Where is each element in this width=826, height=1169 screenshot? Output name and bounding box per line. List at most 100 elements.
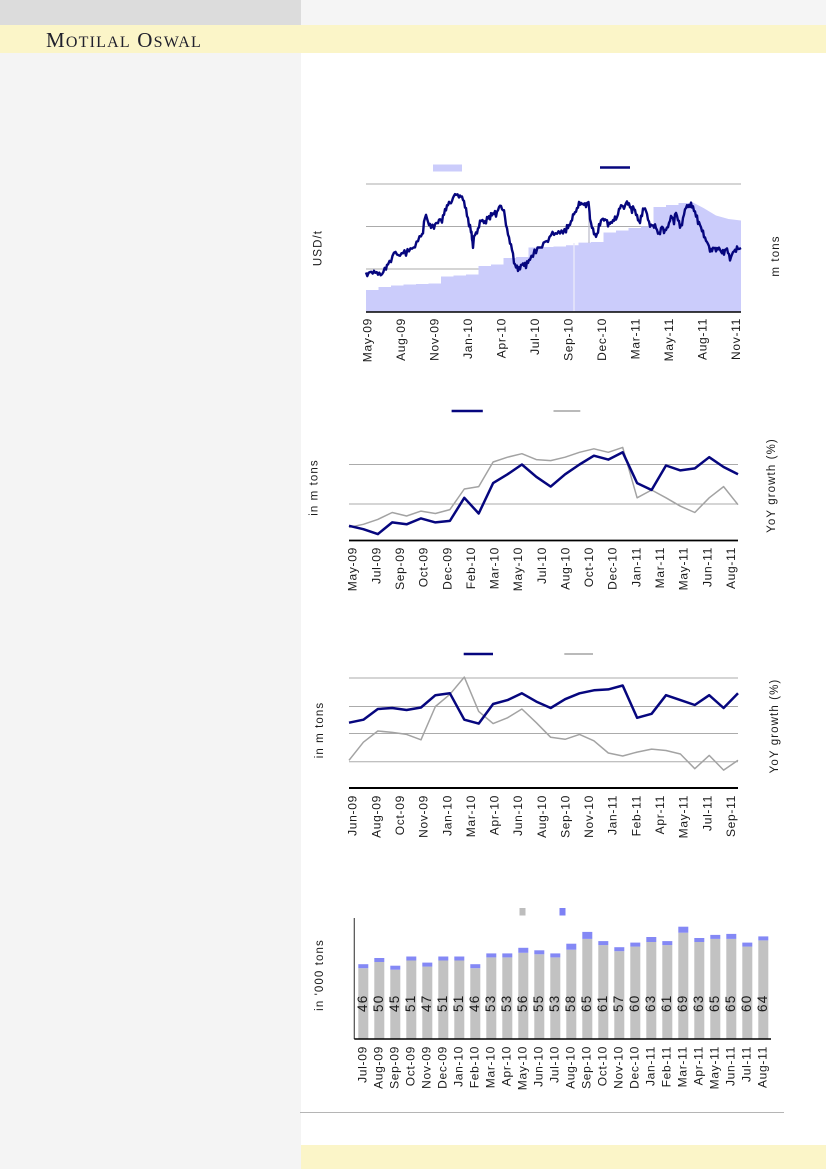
svg-text:53: 53: [483, 995, 498, 1012]
svg-text:Mar-11: Mar-11: [675, 1046, 689, 1087]
svg-text:Aug-11: Aug-11: [696, 318, 710, 360]
svg-text:Jul-10: Jul-10: [528, 318, 542, 355]
svg-text:Jan-10: Jan-10: [440, 795, 454, 836]
svg-text:Oct-10: Oct-10: [595, 1046, 609, 1086]
svg-text:Jul-09: Jul-09: [369, 547, 383, 584]
svg-text:50: 50: [371, 995, 386, 1012]
svg-text:Feb-11: Feb-11: [629, 795, 643, 836]
svg-text:55: 55: [531, 995, 546, 1012]
svg-text:53: 53: [547, 995, 562, 1012]
svg-text:Aug-10: Aug-10: [563, 1046, 577, 1089]
svg-text:63: 63: [643, 995, 658, 1012]
svg-text:Aug-10: Aug-10: [558, 547, 572, 590]
svg-text:Nov-11: Nov-11: [729, 318, 743, 360]
svg-text:Aug-11: Aug-11: [755, 1046, 769, 1088]
svg-text:51: 51: [435, 995, 450, 1012]
svg-text:Nov-09: Nov-09: [428, 318, 442, 361]
svg-text:65: 65: [723, 995, 738, 1012]
svg-text:Dec-10: Dec-10: [627, 1046, 641, 1089]
svg-text:53: 53: [499, 995, 514, 1012]
svg-text:May-10: May-10: [515, 1046, 529, 1090]
svg-text:60: 60: [627, 995, 642, 1012]
svg-text:Nov-09: Nov-09: [419, 1046, 433, 1089]
svg-text:in m tons: in m tons: [314, 702, 326, 759]
svg-text:Feb-10: Feb-10: [467, 1046, 481, 1088]
svg-text:Jun-09: Jun-09: [346, 795, 360, 836]
svg-text:Nov-10: Nov-10: [611, 1046, 625, 1089]
svg-text:Jul-09: Jul-09: [355, 1046, 369, 1083]
svg-text:Oct-10: Oct-10: [582, 547, 596, 587]
svg-text:m tons: m tons: [770, 235, 782, 276]
svg-text:69: 69: [675, 995, 690, 1012]
svg-text:46: 46: [467, 995, 482, 1012]
svg-text:Jan-11: Jan-11: [643, 1046, 657, 1086]
svg-text:61: 61: [595, 995, 610, 1012]
svg-text:May-11: May-11: [662, 318, 676, 361]
svg-text:61: 61: [659, 995, 674, 1012]
svg-text:Jun-10: Jun-10: [511, 795, 525, 836]
svg-text:Oct-09: Oct-09: [403, 1046, 417, 1086]
svg-text:Sep-10: Sep-10: [558, 795, 572, 838]
svg-text:Jul-10: Jul-10: [535, 547, 549, 584]
svg-text:65: 65: [579, 995, 594, 1012]
svg-text:60: 60: [739, 995, 754, 1012]
svg-text:USD/t: USD/t: [313, 230, 325, 266]
svg-text:Jul-10: Jul-10: [547, 1046, 561, 1083]
svg-text:Nov-10: Nov-10: [582, 795, 596, 838]
svg-text:56: 56: [515, 995, 530, 1012]
svg-text:Dec-09: Dec-09: [440, 547, 454, 590]
svg-text:Jan-11: Jan-11: [606, 795, 620, 835]
svg-text:Feb-11: Feb-11: [659, 1046, 673, 1087]
svg-text:YoY growth (%): YoY growth (%): [769, 679, 781, 774]
svg-text:May-11: May-11: [677, 795, 691, 838]
svg-text:46: 46: [355, 995, 370, 1012]
svg-text:Sep-10: Sep-10: [562, 318, 576, 361]
svg-text:May-11: May-11: [707, 1046, 721, 1089]
svg-text:Dec-09: Dec-09: [435, 1046, 449, 1089]
svg-text:in '000 tons: in '000 tons: [314, 939, 326, 1011]
svg-text:Sep-11: Sep-11: [724, 795, 738, 837]
svg-text:Aug-09: Aug-09: [371, 1046, 385, 1089]
svg-text:Jul-11: Jul-11: [739, 1046, 753, 1082]
svg-text:Mar-10: Mar-10: [464, 795, 478, 837]
svg-text:Jul-11: Jul-11: [700, 795, 714, 831]
svg-text:Feb-10: Feb-10: [464, 547, 478, 589]
svg-text:Jan-10: Jan-10: [461, 318, 475, 359]
svg-text:Aug-11: Aug-11: [724, 547, 738, 589]
svg-text:May-09: May-09: [361, 318, 375, 362]
svg-text:Aug-10: Aug-10: [535, 795, 549, 838]
svg-text:Oct-09: Oct-09: [417, 547, 431, 587]
svg-text:Jan-10: Jan-10: [451, 1046, 465, 1087]
svg-text:YoY growth (%): YoY growth (%): [766, 438, 778, 533]
svg-text:Sep-09: Sep-09: [387, 1046, 401, 1089]
svg-text:51: 51: [403, 995, 418, 1012]
svg-text:Sep-09: Sep-09: [393, 547, 407, 590]
svg-text:Apr-10: Apr-10: [499, 1046, 513, 1086]
svg-text:51: 51: [451, 995, 466, 1012]
svg-text:Jun-11: Jun-11: [700, 547, 714, 587]
svg-text:Sep-10: Sep-10: [579, 1046, 593, 1089]
svg-text:in m tons: in m tons: [309, 459, 321, 516]
svg-text:Oct-09: Oct-09: [393, 795, 407, 835]
svg-text:47: 47: [419, 995, 434, 1012]
svg-text:65: 65: [707, 995, 722, 1012]
svg-text:64: 64: [755, 995, 770, 1012]
svg-text:Mar-11: Mar-11: [653, 547, 667, 588]
svg-text:Apr-11: Apr-11: [691, 1046, 705, 1085]
svg-text:Apr-11: Apr-11: [653, 795, 667, 834]
svg-text:Jun-10: Jun-10: [531, 1046, 545, 1087]
svg-text:Jun-11: Jun-11: [723, 1046, 737, 1086]
svg-text:May-10: May-10: [511, 547, 525, 591]
svg-text:Dec-10: Dec-10: [595, 318, 609, 361]
svg-text:Apr-10: Apr-10: [495, 318, 509, 358]
svg-text:Aug-09: Aug-09: [394, 318, 408, 361]
svg-text:Dec-10: Dec-10: [606, 547, 620, 590]
svg-text:63: 63: [691, 995, 706, 1012]
svg-text:Mar-10: Mar-10: [483, 1046, 497, 1088]
svg-text:Jan-11: Jan-11: [629, 547, 643, 587]
svg-text:May-11: May-11: [677, 547, 691, 590]
svg-text:45: 45: [387, 995, 402, 1012]
svg-text:Nov-09: Nov-09: [417, 795, 431, 838]
svg-text:Mar-10: Mar-10: [487, 547, 501, 589]
svg-text:May-09: May-09: [346, 547, 360, 591]
